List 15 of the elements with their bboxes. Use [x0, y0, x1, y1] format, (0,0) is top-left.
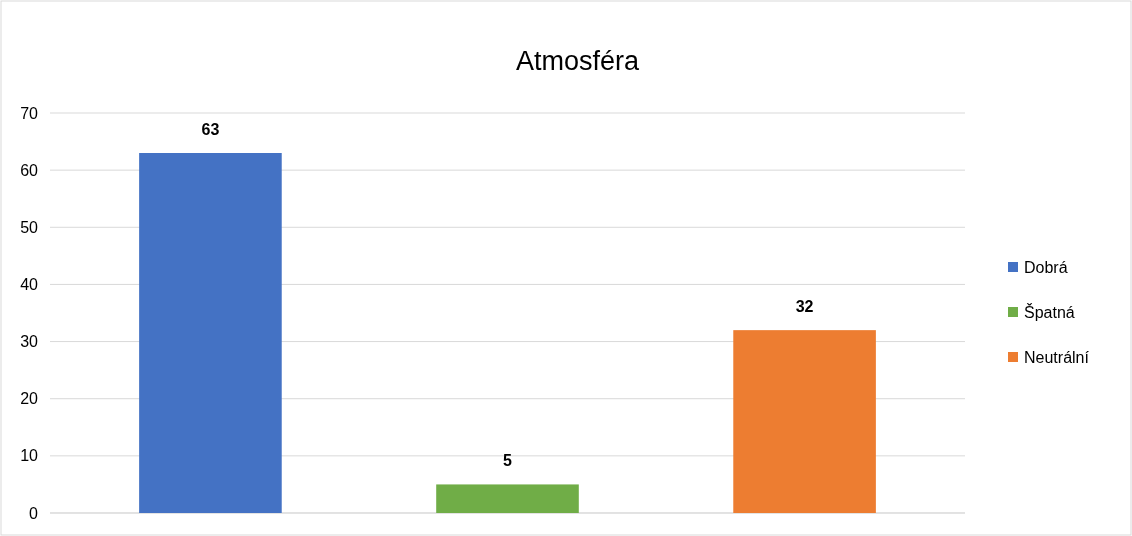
data-label: 32 — [795, 298, 814, 316]
chart-title: Atmosféra — [515, 46, 640, 76]
data-label: 5 — [503, 452, 513, 470]
legend-label: Špatná — [1024, 302, 1075, 321]
y-tick-label: 50 — [20, 218, 39, 236]
legend-label: Neutrální — [1024, 348, 1090, 366]
y-tick-label: 60 — [20, 161, 39, 179]
legend-label: Dobrá — [1024, 258, 1068, 276]
y-tick-label: 10 — [20, 447, 39, 465]
data-label: 63 — [201, 121, 220, 138]
y-tick-label: 70 — [20, 104, 39, 122]
y-tick-label: 40 — [20, 276, 39, 294]
y-tick-label: 0 — [29, 504, 39, 522]
y-tick-label: 30 — [20, 333, 39, 351]
y-tick-label: 20 — [20, 390, 39, 408]
